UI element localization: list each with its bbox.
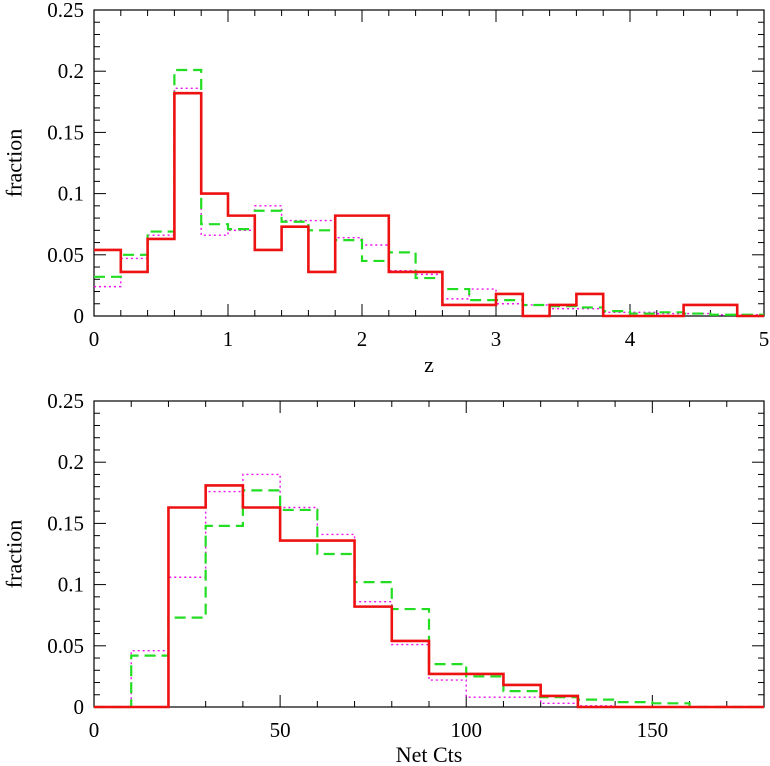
x-tick-label: 4 <box>625 327 636 351</box>
x-tick-label: 50 <box>270 718 291 742</box>
x-tick-label: 150 <box>637 718 669 742</box>
y-tick-label: 0.25 <box>47 389 84 413</box>
series-solid-line <box>94 91 764 318</box>
y-tick-label: 0.1 <box>58 573 84 597</box>
x-axis-label: Net Cts <box>396 742 463 766</box>
y-tick-label: 0 <box>74 304 85 328</box>
series-dotted-line <box>94 87 764 316</box>
x-tick-label: 0 <box>89 327 100 351</box>
series-dashed-line <box>94 68 764 316</box>
y-tick-label: 0.2 <box>58 450 84 474</box>
y-tick-label: 0.1 <box>58 182 84 206</box>
series-solid-line <box>94 484 764 709</box>
x-tick-label: 3 <box>491 327 502 351</box>
y-tick-label: 0.25 <box>47 0 84 22</box>
y-axis-label: fraction <box>2 520 27 588</box>
y-tick-label: 0.05 <box>47 634 84 658</box>
y-tick-label: 0.15 <box>47 511 84 535</box>
z-histogram-panel: 0 1 2 3 4 5 0 0.05 0.1 0.15 0.2 0.25 z fraction <box>2 0 770 377</box>
x-axis-label: z <box>424 352 434 377</box>
net-cts-histogram-panel: 0 50 100 150 0 0.05 0.1 0.15 0.2 0.25 Net Cts fract… <box>2 389 765 766</box>
y-tick-label: 0.2 <box>58 59 84 83</box>
y-tick-label: 0.05 <box>47 243 84 267</box>
x-tick-label: 0 <box>89 718 100 742</box>
plot-frame <box>93 9 765 317</box>
series-dashed-line <box>94 489 764 709</box>
x-tick-label: 5 <box>759 327 770 351</box>
x-tick-label: 2 <box>357 327 368 351</box>
x-tick-label: 100 <box>450 718 482 742</box>
y-axis-label: fraction <box>2 129 27 197</box>
x-tick-label: 1 <box>223 327 234 351</box>
y-tick-label: 0 <box>74 695 85 719</box>
y-tick-label: 0.15 <box>47 120 84 144</box>
